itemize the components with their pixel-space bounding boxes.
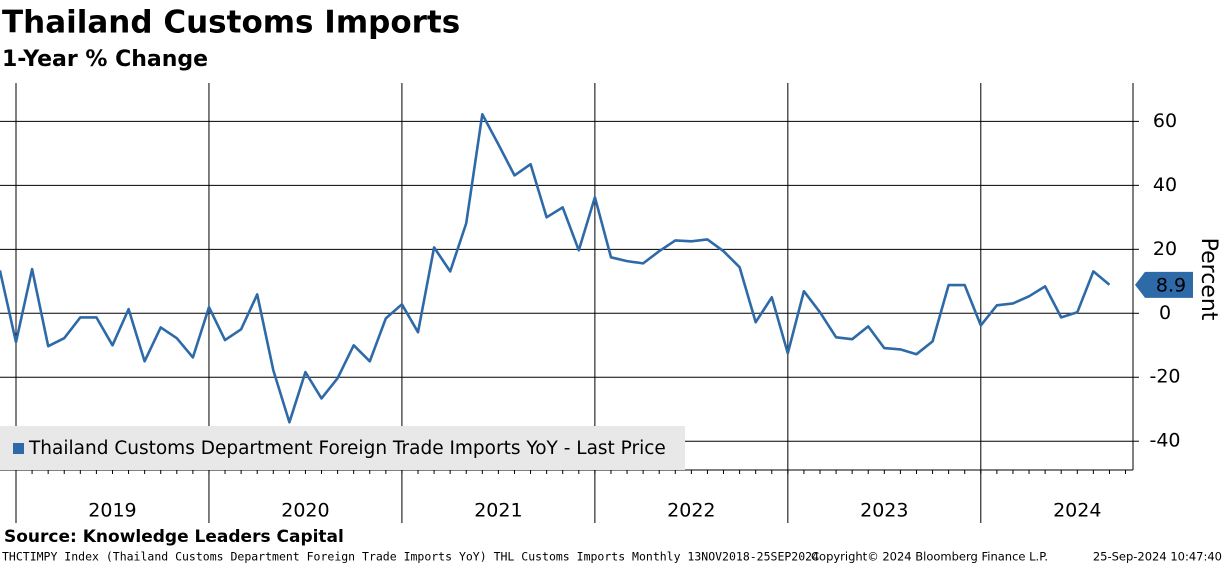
x-tick-label: 2022 [667,500,715,522]
last-value-tag [1135,271,1193,298]
x-tick-label: 2024 [1053,500,1101,522]
footer: Copyright© 2024 Bloomberg Finance L.P. [811,550,1048,564]
data-line [0,113,1111,424]
y-tick-label: -40 [1149,430,1180,452]
legend-label: Thailand Customs Department Foreign Trad… [28,438,666,459]
chart-title: Thailand Customs Imports [2,5,460,41]
source: Source: Knowledge Leaders Capital [4,527,344,547]
x-tick-label: 2019 [88,500,136,522]
y-tick-label: 60 [1153,110,1177,132]
y-tick-label: 40 [1153,174,1177,196]
x-tick-label: 2023 [860,500,908,522]
legend-box [0,426,685,470]
last-value-label: 8.9 [1156,274,1186,296]
y-tick-label: 20 [1153,238,1177,260]
y-axis-label: Percent [1196,238,1221,321]
x-tick-label: 2021 [474,500,522,522]
chart-subtitle: 1-Year % Change [2,47,208,72]
x-tick-label: 2020 [281,500,329,522]
legend-swatch [13,443,24,454]
footer: 25-Sep-2024 10:47:40 [1093,550,1222,564]
footer: THCTIMPY Index (Thailand Customs Departm… [2,550,819,564]
y-tick-label: -20 [1149,366,1180,388]
y-tick-label: 0 [1159,302,1171,324]
